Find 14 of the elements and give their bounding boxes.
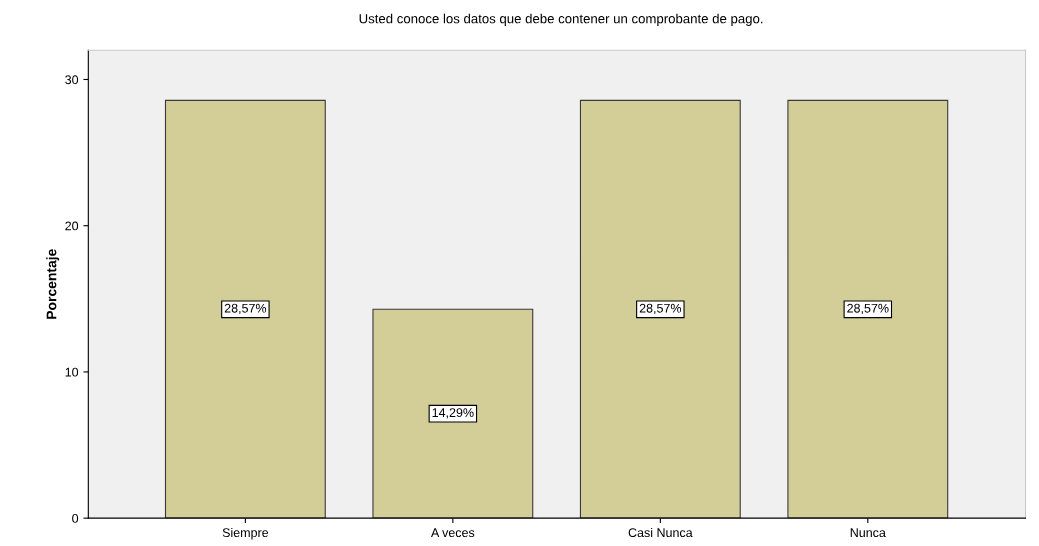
y-tick-label: 0: [72, 513, 79, 523]
data-label: 28,57%: [847, 303, 889, 315]
y-tick-label: 20: [65, 221, 79, 231]
x-tick-label: Siempre: [222, 527, 269, 540]
chart-title: Usted conoce los datos que debe contener un comprobante de pago.: [359, 13, 763, 26]
x-tick-label: Casi Nunca: [628, 527, 693, 538]
data-label: 14,29%: [432, 408, 474, 419]
y-tick-label: 10: [65, 367, 79, 377]
y-axis-title: Porcentaje: [46, 249, 60, 319]
x-tick-label: Nunca: [850, 528, 886, 538]
y-tick-label: 30: [65, 75, 79, 85]
x-tick-label: A veces: [430, 528, 475, 538]
data-label: 28,57%: [639, 303, 682, 315]
data-label: 28,57%: [224, 303, 267, 315]
